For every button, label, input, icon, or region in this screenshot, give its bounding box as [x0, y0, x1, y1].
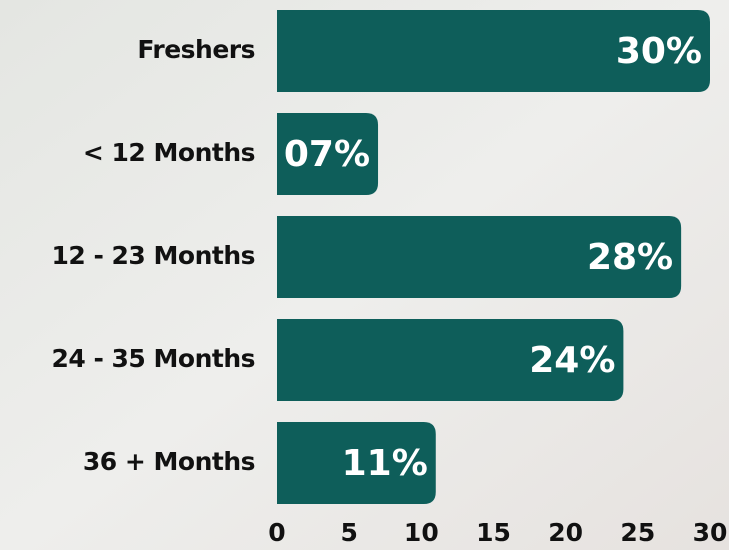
value-label: 11%: [342, 443, 428, 484]
y-tick-label: 12 - 23 Months: [51, 241, 255, 270]
value-label: 28%: [587, 237, 673, 278]
x-tick-label: 15: [476, 518, 511, 547]
x-tick-label: 30: [693, 518, 728, 547]
x-tick-label: 25: [620, 518, 655, 547]
bar: [277, 113, 379, 195]
value-label: 30%: [616, 31, 702, 72]
bar: [277, 422, 436, 504]
y-tick-label: 24 - 35 Months: [51, 344, 255, 373]
x-tick-label: 20: [548, 518, 583, 547]
y-tick-label: Freshers: [137, 35, 255, 64]
y-tick-label: < 12 Months: [83, 138, 255, 167]
value-label: 07%: [284, 134, 370, 175]
value-label: 24%: [529, 340, 615, 381]
bar: [277, 10, 710, 92]
bar: [277, 319, 624, 401]
bar: [277, 216, 682, 298]
y-tick-label: 36 + Months: [83, 447, 255, 476]
x-tick-label: 0: [268, 518, 285, 547]
x-tick-label: 5: [340, 518, 357, 547]
x-tick-label: 10: [404, 518, 439, 547]
